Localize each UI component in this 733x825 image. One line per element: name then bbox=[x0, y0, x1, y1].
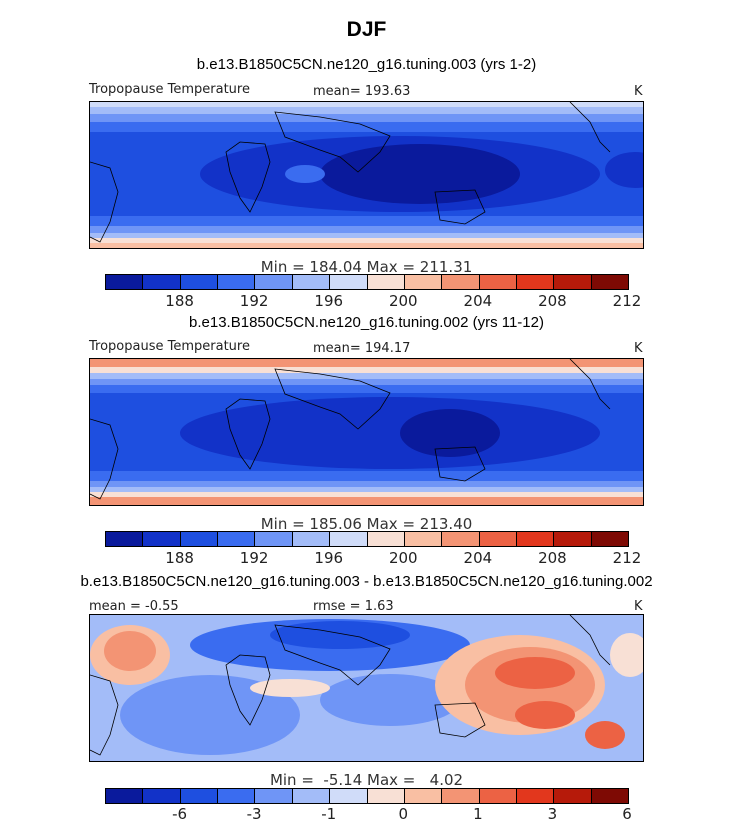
colorbar-swatch bbox=[442, 789, 480, 803]
colorbar-swatch bbox=[106, 789, 144, 803]
colorbar-tick-label: 212 bbox=[612, 292, 642, 310]
colorbar-tick-label: 188 bbox=[165, 549, 194, 567]
colorbar-swatch bbox=[591, 275, 629, 289]
panel-2-colorbar-ticks: 188 192 196 200 204 208 212 bbox=[105, 549, 641, 567]
colorbar-swatch bbox=[554, 532, 592, 546]
colorbar-swatch bbox=[292, 789, 331, 803]
colorbar-swatch bbox=[218, 275, 256, 289]
colorbar-tick-label: 6 bbox=[622, 805, 632, 823]
colorbar-swatch bbox=[330, 532, 368, 546]
colorbar-swatch bbox=[218, 532, 256, 546]
colorbar-tick-label: 3 bbox=[547, 805, 558, 823]
panel-1-mean: mean= 193.63 bbox=[313, 84, 411, 99]
colorbar-swatch bbox=[591, 789, 629, 803]
figure-title: DJF bbox=[346, 18, 387, 41]
colorbar-tick-label: -3 bbox=[246, 805, 262, 823]
colorbar-tick-label: 200 bbox=[388, 549, 418, 567]
colorbar-swatch bbox=[330, 275, 368, 289]
colorbar-swatch bbox=[404, 789, 443, 803]
colorbar-swatch bbox=[106, 275, 144, 289]
colorbar-tick-label: 192 bbox=[239, 292, 269, 310]
panel-3-map bbox=[89, 614, 644, 762]
panel-2-minmax: Min = 185.06 Max = 213.40 bbox=[260, 515, 473, 533]
colorbar-swatch bbox=[516, 789, 555, 803]
colorbar-tick-label: 196 bbox=[314, 549, 344, 567]
colorbar-swatch bbox=[554, 275, 592, 289]
panel-1-colorbar-ticks: 188 192 196 200 204 208 212 bbox=[105, 292, 641, 310]
panel-3-contour-field bbox=[90, 615, 643, 761]
panel-3-minmax: Min = -5.14 Max = 4.02 bbox=[269, 771, 464, 789]
colorbar-swatch bbox=[479, 275, 517, 289]
colorbar-swatch bbox=[143, 275, 181, 289]
panel-1-units: K bbox=[634, 84, 643, 99]
panel-2-units: K bbox=[634, 341, 643, 356]
panel-1-contour-field bbox=[90, 102, 643, 248]
panel-1-minmax: Min = 184.04 Max = 211.31 bbox=[260, 258, 473, 276]
colorbar-tick-label: 204 bbox=[463, 292, 493, 310]
colorbar-swatch bbox=[180, 275, 219, 289]
colorbar-swatch bbox=[292, 532, 331, 546]
colorbar-tick-label: -1 bbox=[321, 805, 337, 823]
colorbar-tick-label: 212 bbox=[612, 549, 642, 567]
colorbar-swatch bbox=[554, 789, 592, 803]
panel-1-variable-label: Tropopause Temperature bbox=[89, 82, 250, 97]
colorbar-swatch bbox=[404, 275, 443, 289]
panel-2-variable-label: Tropopause Temperature bbox=[89, 339, 250, 354]
panel-1-title: b.e13.B1850C5CN.ne120_g16.tuning.003 (yr… bbox=[196, 56, 537, 73]
colorbar-swatch bbox=[516, 275, 555, 289]
colorbar-swatch bbox=[180, 789, 219, 803]
panel-1-map bbox=[89, 101, 644, 249]
colorbar-swatch bbox=[442, 275, 480, 289]
colorbar-swatch bbox=[479, 789, 517, 803]
panel-3-title: b.e13.B1850C5CN.ne120_g16.tuning.003 - b… bbox=[80, 573, 653, 590]
colorbar-swatch bbox=[516, 532, 555, 546]
colorbar-swatch bbox=[367, 532, 405, 546]
colorbar-swatch bbox=[404, 532, 443, 546]
colorbar-swatch bbox=[255, 275, 293, 289]
colorbar-swatch bbox=[255, 532, 293, 546]
colorbar-swatch bbox=[479, 532, 517, 546]
colorbar-swatch bbox=[255, 789, 293, 803]
panel-1-colorbar bbox=[105, 274, 629, 290]
panel-2-map bbox=[89, 358, 644, 506]
colorbar-swatch bbox=[180, 532, 219, 546]
colorbar-tick-label: 204 bbox=[463, 549, 493, 567]
colorbar-tick-label: 208 bbox=[538, 292, 567, 310]
colorbar-swatch bbox=[591, 532, 629, 546]
colorbar-tick-label: 0 bbox=[398, 805, 409, 823]
colorbar-swatch bbox=[367, 275, 405, 289]
colorbar-swatch bbox=[292, 275, 331, 289]
panel-2-title: b.e13.B1850C5CN.ne120_g16.tuning.002 (yr… bbox=[189, 314, 544, 331]
panel-2-colorbar bbox=[105, 531, 629, 547]
colorbar-swatch bbox=[367, 789, 405, 803]
panel-3-colorbar-ticks: -6 -3 -1 0 1 3 6 bbox=[105, 805, 632, 823]
panel-3-mean: mean = -0.55 bbox=[89, 599, 179, 614]
panel-2-mean: mean= 194.17 bbox=[313, 341, 411, 356]
colorbar-swatch bbox=[143, 532, 181, 546]
colorbar-tick-label: 192 bbox=[239, 549, 269, 567]
colorbar-swatch bbox=[330, 789, 368, 803]
colorbar-swatch bbox=[143, 789, 181, 803]
colorbar-swatch bbox=[106, 532, 144, 546]
colorbar-swatch bbox=[218, 789, 256, 803]
panel-3-units: K bbox=[634, 599, 643, 614]
colorbar-tick-label: 200 bbox=[388, 292, 418, 310]
colorbar-tick-label: 208 bbox=[538, 549, 567, 567]
colorbar-tick-label: 196 bbox=[314, 292, 344, 310]
colorbar-tick-label: 1 bbox=[473, 805, 483, 823]
colorbar-tick-label: -6 bbox=[172, 805, 188, 823]
panel-2-contour-field bbox=[90, 359, 643, 505]
panel-3-rmse: rmse = 1.63 bbox=[313, 599, 394, 614]
colorbar-swatch bbox=[442, 532, 480, 546]
panel-3-colorbar bbox=[105, 788, 629, 804]
colorbar-tick-label: 188 bbox=[165, 292, 194, 310]
